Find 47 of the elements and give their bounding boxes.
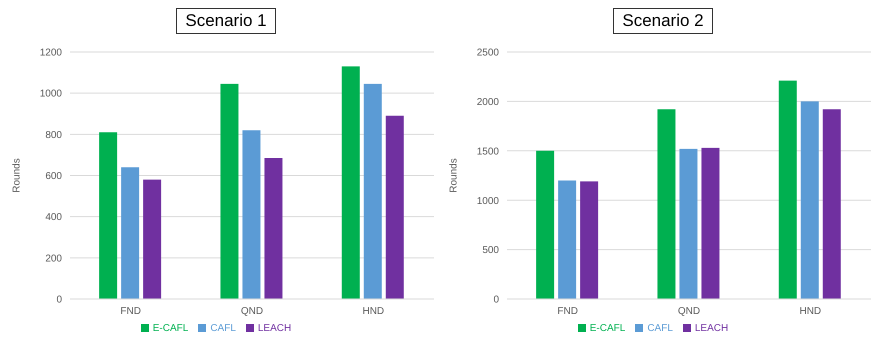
bar (99, 132, 118, 299)
x-tick-label: HND (362, 306, 384, 318)
legend-label: LEACH (694, 323, 728, 334)
bar (536, 150, 554, 299)
x-tick-label: HND (799, 306, 822, 318)
y-tick-label: 2000 (476, 96, 500, 108)
y-tick-label: 500 (482, 245, 500, 256)
bar (822, 109, 841, 299)
bar (242, 130, 260, 299)
y-tick-label: 200 (45, 253, 62, 264)
y-axis-title: Rounds (12, 158, 23, 193)
legend-label: E-CAFL (152, 323, 188, 334)
y-tick-label: 1000 (40, 88, 62, 100)
bar (800, 101, 819, 299)
x-tick-label: QND (240, 306, 264, 318)
bar (778, 80, 797, 299)
x-tick-label: FND (120, 306, 141, 318)
bar (220, 84, 238, 299)
legend-label: CAFL (210, 323, 236, 334)
bar (143, 180, 162, 299)
y-tick-label: 800 (45, 130, 62, 141)
y-tick-label: 0 (493, 294, 500, 306)
x-tick-label: FND (557, 306, 578, 318)
y-axis-title: Rounds (448, 158, 460, 193)
y-tick-label: 0 (56, 294, 62, 306)
bar (264, 158, 282, 299)
legend-label: LEACH (258, 323, 292, 334)
y-tick-label: 400 (45, 212, 62, 224)
bar (701, 148, 720, 299)
y-tick-label: 600 (45, 171, 62, 182)
bar (364, 84, 382, 299)
x-tick-label: QND (678, 306, 700, 318)
bar (558, 180, 576, 299)
bar (657, 109, 676, 299)
legend-label: E-CAFL (590, 323, 626, 334)
bar (386, 116, 404, 299)
y-tick-label: 2500 (476, 48, 500, 59)
bar (342, 66, 360, 299)
chart-title: Scenario 1 (176, 8, 276, 34)
bar (679, 148, 698, 299)
bar (580, 181, 598, 299)
y-tick-label: 1200 (40, 48, 62, 59)
y-tick-label: 1500 (476, 146, 500, 158)
chart-title: Scenario 2 (613, 8, 713, 34)
y-tick-label: 1000 (476, 196, 500, 207)
bar (121, 167, 140, 299)
legend-label: CAFL (647, 323, 673, 334)
